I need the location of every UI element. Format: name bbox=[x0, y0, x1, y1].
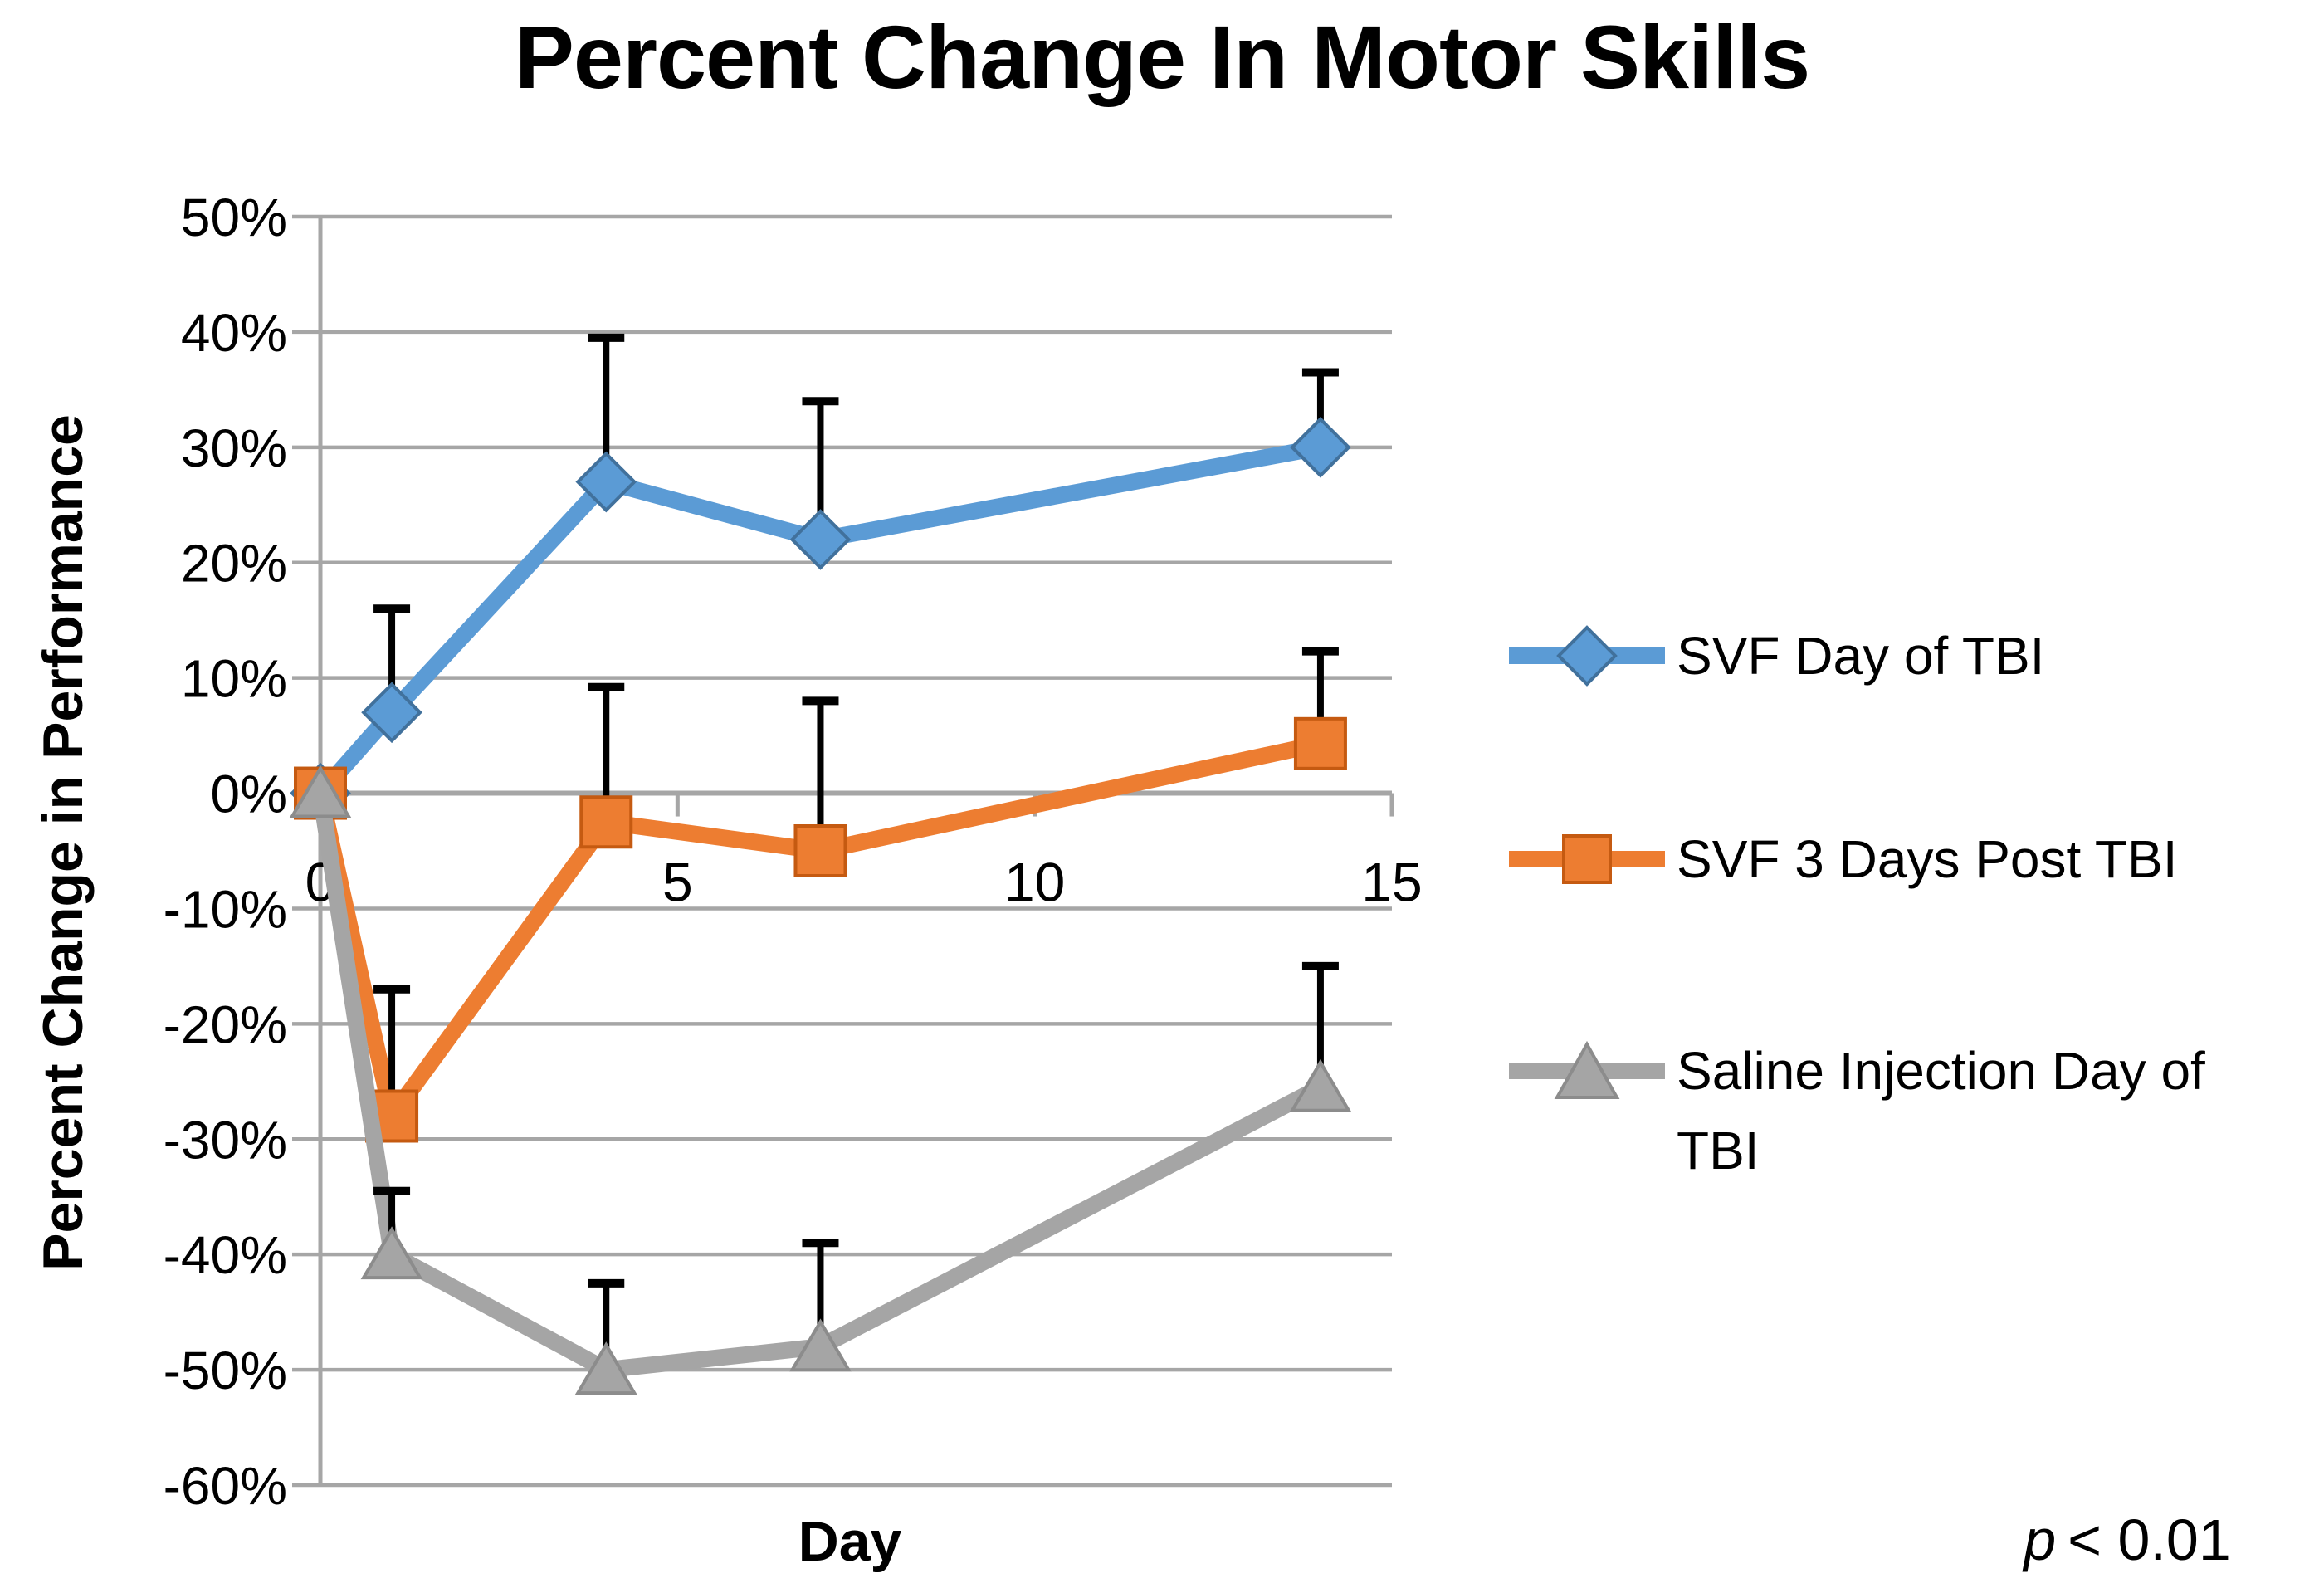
x-tick-label-15: 15 bbox=[1361, 852, 1422, 913]
legend-label: SVF 3 Days Post TBI bbox=[1677, 829, 2178, 889]
x-tick-label-10: 10 bbox=[1004, 852, 1065, 913]
marker-triangle-saline-injection-day-of-tbi-day-0 bbox=[289, 765, 352, 818]
y-tick-label--10: -10% bbox=[164, 879, 287, 939]
marker-triangle-saline-injection-day-of-tbi-day-4 bbox=[574, 1341, 637, 1395]
y-tick-label--40: -40% bbox=[164, 1225, 287, 1285]
marker-square-svf-3-days-post-tbi-day-14 bbox=[1293, 716, 1347, 770]
x-axis-title: Day bbox=[798, 1510, 902, 1573]
y-tick-label--20: -20% bbox=[164, 994, 287, 1054]
y-tick-label-20: 20% bbox=[181, 534, 287, 594]
marker-diamond-svf-day-of-tbi-day-14 bbox=[1290, 416, 1351, 478]
x-tick-label-5: 5 bbox=[662, 852, 693, 913]
y-tick-label--50: -50% bbox=[164, 1341, 287, 1400]
legend-triangle-marker-icon bbox=[1509, 1040, 1665, 1099]
y-tick-label--30: -30% bbox=[164, 1110, 287, 1170]
marker-triangle-saline-injection-day-of-tbi-day-14 bbox=[1289, 1058, 1352, 1112]
y-axis-title: Percent Change in Performance bbox=[32, 414, 95, 1271]
p-value-annotation: p < 0.01 bbox=[2024, 1507, 2231, 1573]
legend-square-marker-icon bbox=[1509, 834, 1665, 884]
marker-diamond-svf-day-of-tbi-day-1 bbox=[361, 682, 422, 744]
y-tick-label-40: 40% bbox=[181, 303, 287, 363]
chart-title: Percent Change In Motor Skills bbox=[514, 7, 1810, 107]
y-tick-label--60: -60% bbox=[164, 1456, 287, 1516]
marker-diamond-svf-day-of-tbi-day-4 bbox=[575, 451, 637, 513]
legend-item-svf-day-of-tbi: SVF Day of TBI bbox=[1504, 616, 2044, 696]
legend-diamond-marker-icon bbox=[1509, 625, 1665, 687]
marker-triangle-saline-injection-day-of-tbi-day-1 bbox=[360, 1226, 423, 1280]
y-tick-label-30: 30% bbox=[181, 418, 287, 478]
p-symbol: p bbox=[2024, 1507, 2057, 1572]
y-tick-label-50: 50% bbox=[181, 188, 287, 247]
legend-item-svf-3-days-post-tbi: SVF 3 Days Post TBI bbox=[1504, 819, 2177, 899]
marker-square-svf-3-days-post-tbi-day-7 bbox=[793, 824, 847, 877]
y-tick-label-10: 10% bbox=[181, 649, 287, 709]
y-tick-label-0: 0% bbox=[211, 765, 288, 824]
marker-diamond-svf-day-of-tbi-day-7 bbox=[789, 509, 852, 570]
legend-item-saline-injection-day-of-tbi: Saline Injection Day of TBI bbox=[1504, 1031, 2205, 1190]
marker-square-svf-3-days-post-tbi-day-4 bbox=[579, 795, 633, 849]
p-threshold: < 0.01 bbox=[2068, 1507, 2231, 1572]
marker-triangle-saline-injection-day-of-tbi-day-7 bbox=[788, 1318, 852, 1372]
legend-label: Saline Injection Day of TBI bbox=[1677, 1041, 2205, 1180]
legend-label: SVF Day of TBI bbox=[1677, 626, 2045, 686]
